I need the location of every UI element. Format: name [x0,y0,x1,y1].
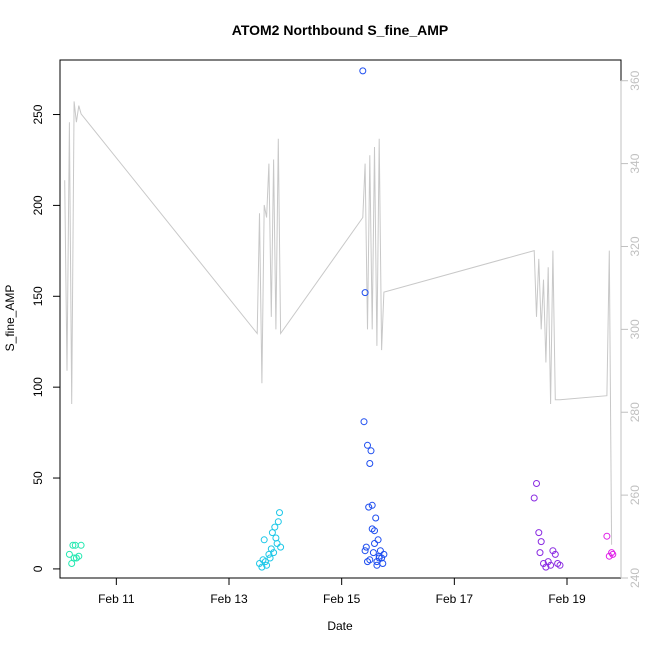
chart-title: ATOM2 Northbound S_fine_AMP [232,22,448,38]
scatter-point [380,550,388,558]
scatter-point [535,529,543,537]
scatter-point [374,536,382,544]
scatter-point [544,558,552,566]
scatter-point [369,549,377,557]
x-axis-label: Date [327,619,353,633]
secondary-series-line [64,101,613,545]
x-axis: Feb 11 Feb 13 Feb 15 Feb 17 Feb 19 [98,577,586,606]
scatter-point [364,441,371,449]
scatter-point [609,550,617,558]
scatter-point [530,494,538,502]
scatter-point [367,447,375,455]
scatter-point [362,543,370,551]
x-tick-label: Feb 13 [210,592,248,606]
plot-frame [59,59,622,579]
scatter-point [70,554,78,562]
scatter-point [361,547,369,555]
scatter-point [272,534,280,542]
scatter-point [533,480,540,487]
scatter-point [366,460,374,467]
scatter-point [263,561,271,569]
scatter-point [371,540,378,547]
scatter-point [556,561,564,569]
y2-tick-label: 280 [628,402,642,422]
scatter-point [537,538,545,546]
scatter-point [77,541,85,549]
scatter-point [360,418,368,426]
y-tick-label: 200 [31,195,45,215]
scatter-point [359,67,367,75]
scatter-point [266,554,274,562]
y-tick-label: 100 [31,377,45,397]
scatter-point [361,289,369,297]
scatter-point [365,503,373,511]
y-tick-label: 150 [31,286,45,306]
scatter-point [549,547,557,555]
scatter-point [277,543,285,551]
y2-tick-label: 360 [628,70,642,90]
y-tick-label: 0 [31,565,45,572]
scatter-point [371,527,378,535]
scatter-point [366,556,374,564]
scatter-point [267,545,275,553]
scatter-point [65,550,73,558]
scatter-point [270,549,278,557]
scatter-point [364,558,371,566]
scatter-point [376,547,384,555]
x-tick-label: Feb 17 [436,592,474,606]
y2-tick-label: 320 [628,236,642,256]
scatter-point [274,518,282,526]
scatter-point [605,552,613,560]
scatter-point [75,552,83,560]
scatter-point [261,558,269,566]
scatter-point [273,540,281,547]
y2-tick-label: 240 [628,568,642,588]
scatter-point [547,561,555,569]
y-tick-label: 50 [31,471,45,485]
scatter-point [271,523,279,531]
x-tick-label: Feb 19 [548,592,586,606]
scatter-point [608,549,616,557]
scatter-point [603,532,611,540]
scatter-point [368,525,376,533]
scatter-point [260,536,268,544]
x-tick-label: Feb 11 [98,592,135,606]
secondary-y-axis: 240 260 280 300 320 340 360 [620,70,642,588]
scatter-point [258,563,266,571]
scatter-point [373,561,381,569]
x-tick-label: Feb 15 [323,592,361,606]
scatter-point [372,514,380,522]
scatter-point [379,560,387,567]
scatter-point [69,541,77,549]
scatter-point [551,550,559,558]
scatter-point [536,549,544,557]
y-axis-label: S_fine_AMP [3,285,17,352]
y-tick-label: 250 [31,104,45,124]
scatter-point [540,560,547,567]
y2-tick-label: 260 [628,485,642,505]
scatter-point [276,509,283,517]
y2-tick-label: 340 [628,153,642,173]
secondary-line-layer [64,101,613,545]
y2-tick-label: 300 [628,319,642,339]
y-axis: 0 50 100 150 200 250 [31,104,61,572]
scatter-point [368,501,376,509]
scatter-points-layer [65,67,617,571]
scatter-point [375,554,383,562]
